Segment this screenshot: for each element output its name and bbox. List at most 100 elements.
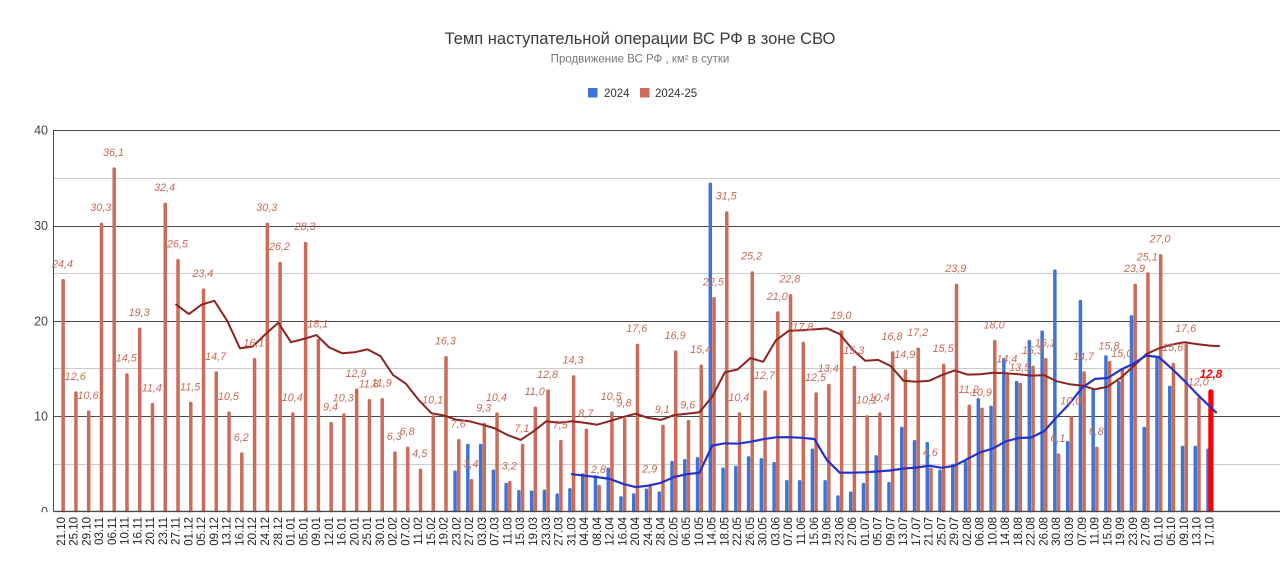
svg-text:05.10: 05.10 xyxy=(1166,517,1178,546)
svg-text:14.05: 14.05 xyxy=(707,517,719,546)
svg-text:15,3: 15,3 xyxy=(1022,345,1043,357)
svg-text:10,4: 10,4 xyxy=(728,392,749,404)
svg-text:17,8: 17,8 xyxy=(792,321,813,333)
svg-text:01.12: 01.12 xyxy=(183,517,195,546)
svg-text:24.12: 24.12 xyxy=(260,517,272,546)
svg-text:31.03: 31.03 xyxy=(566,517,578,546)
svg-text:19.09: 19.09 xyxy=(1115,517,1127,546)
svg-text:10,5: 10,5 xyxy=(218,391,240,403)
svg-text:01.07: 01.07 xyxy=(860,517,872,546)
svg-text:15.02: 15.02 xyxy=(426,517,438,546)
svg-text:3,2: 3,2 xyxy=(502,460,517,472)
svg-text:23.03: 23.03 xyxy=(541,517,553,546)
svg-text:36,1: 36,1 xyxy=(103,147,124,159)
svg-text:05.01: 05.01 xyxy=(298,517,310,546)
svg-text:10,4: 10,4 xyxy=(869,392,890,404)
svg-text:25.07: 25.07 xyxy=(936,517,948,546)
svg-text:30: 30 xyxy=(34,219,48,233)
svg-text:10.08: 10.08 xyxy=(987,517,999,546)
svg-text:19.06: 19.06 xyxy=(822,517,834,546)
svg-text:07.03: 07.03 xyxy=(490,517,502,546)
svg-text:9,1: 9,1 xyxy=(655,404,670,416)
svg-text:12,8: 12,8 xyxy=(1200,369,1223,381)
svg-text:05.07: 05.07 xyxy=(873,517,885,546)
svg-text:29.07: 29.07 xyxy=(949,517,961,546)
svg-text:12,7: 12,7 xyxy=(754,370,776,382)
svg-text:20.12: 20.12 xyxy=(247,517,259,546)
svg-text:13.12: 13.12 xyxy=(222,517,234,546)
svg-text:16,1: 16,1 xyxy=(243,338,264,350)
svg-text:26,2: 26,2 xyxy=(268,241,290,253)
svg-text:09.01: 09.01 xyxy=(311,517,323,546)
svg-text:19.02: 19.02 xyxy=(439,517,451,546)
svg-text:03.09: 03.09 xyxy=(1064,517,1076,546)
svg-text:16.11: 16.11 xyxy=(132,517,144,545)
svg-text:07.02: 07.02 xyxy=(400,517,412,546)
svg-text:07.06: 07.06 xyxy=(783,517,795,546)
svg-text:11.09: 11.09 xyxy=(1090,517,1102,545)
svg-text:14,7: 14,7 xyxy=(205,351,227,363)
svg-text:10.05: 10.05 xyxy=(694,517,706,546)
svg-text:19,0: 19,0 xyxy=(830,310,851,322)
svg-text:18.08: 18.08 xyxy=(1013,517,1025,546)
svg-text:12.04: 12.04 xyxy=(605,516,617,545)
svg-text:27.06: 27.06 xyxy=(847,517,859,546)
svg-text:11.06: 11.06 xyxy=(796,517,808,545)
svg-text:02.08: 02.08 xyxy=(962,517,974,546)
svg-text:09.10: 09.10 xyxy=(1179,517,1191,546)
svg-text:10,6: 10,6 xyxy=(77,390,98,402)
svg-text:15,5: 15,5 xyxy=(933,343,955,355)
svg-text:29.10: 29.10 xyxy=(81,517,93,546)
svg-text:04.04: 04.04 xyxy=(579,516,591,545)
svg-text:15,3: 15,3 xyxy=(843,345,864,357)
svg-text:06.11: 06.11 xyxy=(107,517,119,545)
svg-text:13,5: 13,5 xyxy=(1009,362,1031,374)
svg-text:27.09: 27.09 xyxy=(1141,517,1153,546)
svg-text:06.08: 06.08 xyxy=(975,517,987,546)
svg-text:19,3: 19,3 xyxy=(129,307,150,319)
svg-text:25,2: 25,2 xyxy=(740,251,762,263)
svg-text:20.01: 20.01 xyxy=(349,517,361,546)
svg-text:14,3: 14,3 xyxy=(562,355,583,367)
svg-text:21.07: 21.07 xyxy=(924,517,936,546)
svg-text:07.09: 07.09 xyxy=(1077,517,1089,546)
svg-text:23.11: 23.11 xyxy=(158,517,170,545)
svg-text:09.07: 09.07 xyxy=(885,517,897,546)
svg-text:10,4: 10,4 xyxy=(282,392,303,404)
svg-text:2,9: 2,9 xyxy=(641,463,657,475)
svg-text:08.04: 08.04 xyxy=(592,516,604,545)
svg-text:2024-25: 2024-25 xyxy=(655,88,697,100)
svg-text:7,6: 7,6 xyxy=(451,419,466,431)
svg-text:2,8: 2,8 xyxy=(590,464,606,476)
svg-text:30.08: 30.08 xyxy=(1051,517,1063,546)
svg-text:16.12: 16.12 xyxy=(235,517,247,546)
svg-text:6,2: 6,2 xyxy=(234,432,249,444)
svg-text:13.10: 13.10 xyxy=(1192,517,1204,546)
svg-text:10,0: 10,0 xyxy=(1060,396,1081,408)
svg-text:15,4: 15,4 xyxy=(690,344,711,356)
svg-text:16,3: 16,3 xyxy=(435,336,456,348)
svg-text:12.01: 12.01 xyxy=(324,517,336,546)
svg-text:10,5: 10,5 xyxy=(601,391,623,403)
svg-text:10.11: 10.11 xyxy=(120,517,132,545)
svg-text:18,1: 18,1 xyxy=(307,318,328,330)
svg-text:23.09: 23.09 xyxy=(1128,517,1140,546)
svg-text:03.06: 03.06 xyxy=(771,517,783,546)
svg-text:11.03: 11.03 xyxy=(503,517,515,545)
svg-text:09.12: 09.12 xyxy=(209,517,221,546)
svg-text:15,6: 15,6 xyxy=(1162,342,1183,354)
svg-text:8,7: 8,7 xyxy=(578,408,594,420)
svg-text:18.05: 18.05 xyxy=(719,517,731,546)
svg-text:2024: 2024 xyxy=(604,88,630,100)
svg-text:3,4: 3,4 xyxy=(463,459,478,471)
svg-text:01.10: 01.10 xyxy=(1153,517,1165,546)
svg-text:30,3: 30,3 xyxy=(90,202,111,214)
svg-text:15,8: 15,8 xyxy=(1098,340,1119,352)
svg-text:20: 20 xyxy=(34,314,48,328)
svg-text:40: 40 xyxy=(34,124,48,138)
svg-text:16.01: 16.01 xyxy=(337,517,349,546)
svg-text:12,9: 12,9 xyxy=(345,368,366,380)
svg-text:03.11: 03.11 xyxy=(94,517,106,545)
svg-text:23,9: 23,9 xyxy=(944,263,966,275)
svg-text:23,4: 23,4 xyxy=(191,268,213,280)
